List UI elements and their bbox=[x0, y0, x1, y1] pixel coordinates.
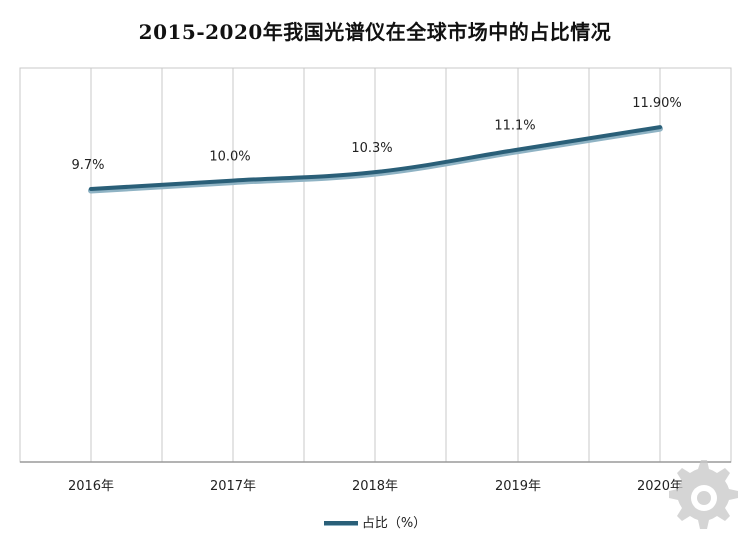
x-tick-label: 2016年 bbox=[68, 479, 114, 494]
x-axis: 2016年 2017年 2018年 2019年 2020年 bbox=[20, 461, 731, 494]
gear-icon bbox=[669, 460, 738, 529]
data-label: 10.0% bbox=[209, 150, 250, 165]
x-tick-label: 2018年 bbox=[352, 479, 398, 494]
x-tick-label: 2019年 bbox=[495, 479, 541, 494]
data-label: 10.3% bbox=[351, 141, 392, 156]
legend-label: 占比（%） bbox=[361, 516, 427, 531]
legend[interactable]: 占比（%） bbox=[0, 512, 750, 531]
data-label: 11.1% bbox=[494, 119, 535, 134]
data-labels: 9.7% 10.0% 10.3% 11.1% 11.90% bbox=[71, 96, 681, 173]
chart-title: 2015-2020年我国光谱仪在全球市场中的占比情况 bbox=[138, 20, 612, 44]
x-tick-label: 2020年 bbox=[637, 479, 683, 494]
grid-lines bbox=[90, 68, 661, 462]
legend-swatch bbox=[323, 521, 358, 526]
data-label: 11.90% bbox=[632, 96, 682, 111]
x-tick-label: 2017年 bbox=[210, 479, 256, 494]
data-label: 9.7% bbox=[71, 158, 104, 173]
series-line bbox=[88, 125, 663, 194]
